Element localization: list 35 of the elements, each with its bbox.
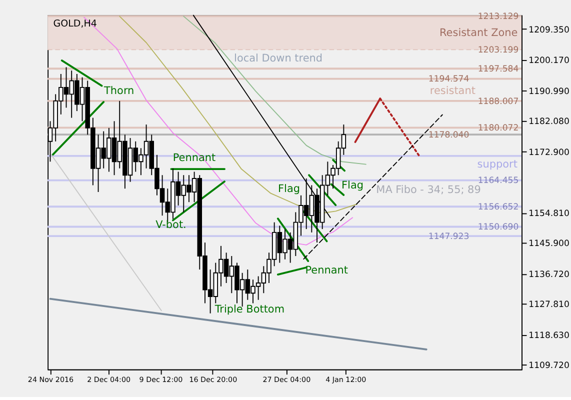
ref-line-label: 1178.040 <box>428 130 470 140</box>
y-tick-label: 1136.720 <box>528 270 570 280</box>
ref-line-label: 1197.584 <box>478 64 519 74</box>
ref-line-label: 1150.690 <box>478 222 519 233</box>
ref-line-label: 1213.129 <box>478 12 519 22</box>
annotation: MA Fibo - 34; 55; 89 <box>376 184 481 196</box>
annotation: Triple Bottom <box>214 303 285 316</box>
y-tick-label: 1200.170 <box>528 56 570 66</box>
annotation: Flag <box>342 179 364 192</box>
y-tick-label: 1118.630 <box>528 331 570 342</box>
annotation: Thorn <box>103 85 134 98</box>
ref-line-label: 1203.199 <box>478 46 519 56</box>
annotation: Flag <box>278 183 300 195</box>
annotation: V-bot. <box>156 219 186 232</box>
y-tick-label: 1182.080 <box>528 117 570 128</box>
ref-line-label: 1156.652 <box>478 202 519 212</box>
ref-line-label: 1147.923 <box>428 232 470 242</box>
y-tick-label: 1154.810 <box>528 209 570 220</box>
ref-line-label: 1164.455 <box>478 176 519 186</box>
annotation: support <box>477 158 518 171</box>
chart-title: GOLD,H4 <box>53 18 97 30</box>
y-tick-label: 1190.990 <box>528 87 570 98</box>
y-tick-label: 1109.720 <box>528 361 570 372</box>
annotation: local Down trend <box>234 52 323 65</box>
ref-line-label: 1194.574 <box>428 74 470 85</box>
y-tick-label: 1209.350 <box>528 25 570 36</box>
y-tick-label: 1127.810 <box>528 300 570 310</box>
annotation: resistant <box>430 85 476 98</box>
y-tick-label: 1172.900 <box>528 148 570 158</box>
ref-line-label: 1180.072 <box>478 124 519 134</box>
annotation: Pennant <box>305 264 348 276</box>
annotation: Pennant <box>172 152 216 164</box>
ref-line-label: 1188.007 <box>478 96 519 107</box>
y-tick-label: 1145.900 <box>528 239 570 250</box>
band-label: Resistant Zone <box>440 26 518 39</box>
